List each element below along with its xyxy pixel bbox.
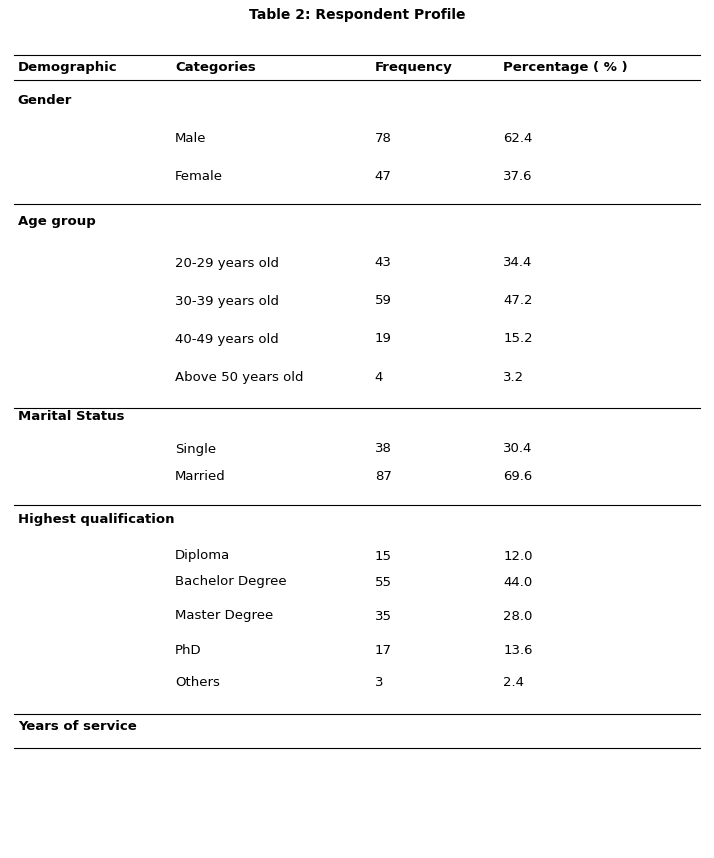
Text: 43: 43 <box>375 257 392 269</box>
Text: Others: Others <box>175 675 220 688</box>
Text: 87: 87 <box>375 470 392 484</box>
Text: 28.0: 28.0 <box>503 609 533 623</box>
Text: Diploma: Diploma <box>175 549 230 563</box>
Text: 47.2: 47.2 <box>503 294 533 307</box>
Text: 19: 19 <box>375 333 392 346</box>
Text: PhD: PhD <box>175 644 201 656</box>
Text: 30.4: 30.4 <box>503 443 533 456</box>
Text: Male: Male <box>175 131 206 144</box>
Text: 35: 35 <box>375 609 392 623</box>
Text: 62.4: 62.4 <box>503 131 533 144</box>
Text: 30-39 years old: 30-39 years old <box>175 294 279 307</box>
Text: Bachelor Degree: Bachelor Degree <box>175 576 286 589</box>
Text: Above 50 years old: Above 50 years old <box>175 371 303 384</box>
Text: Master Degree: Master Degree <box>175 609 273 623</box>
Text: Gender: Gender <box>18 94 72 106</box>
Text: 4: 4 <box>375 371 383 384</box>
Text: 78: 78 <box>375 131 392 144</box>
Text: 15: 15 <box>375 549 392 563</box>
Text: 13.6: 13.6 <box>503 644 533 656</box>
Text: 44.0: 44.0 <box>503 576 533 589</box>
Text: Female: Female <box>175 170 223 183</box>
Text: Demographic: Demographic <box>18 61 118 74</box>
Text: 40-49 years old: 40-49 years old <box>175 333 278 346</box>
Text: Married: Married <box>175 470 226 484</box>
Text: 69.6: 69.6 <box>503 470 533 484</box>
Text: 3.2: 3.2 <box>503 371 525 384</box>
Text: 15.2: 15.2 <box>503 333 533 346</box>
Text: 59: 59 <box>375 294 392 307</box>
Text: Table 2: Respondent Profile: Table 2: Respondent Profile <box>248 8 466 22</box>
Text: 37.6: 37.6 <box>503 170 533 183</box>
Text: Years of service: Years of service <box>18 720 136 733</box>
Text: Categories: Categories <box>175 61 256 74</box>
Text: 38: 38 <box>375 443 392 456</box>
Text: Highest qualification: Highest qualification <box>18 513 174 527</box>
Text: Age group: Age group <box>18 215 96 228</box>
Text: 17: 17 <box>375 644 392 656</box>
Text: Frequency: Frequency <box>375 61 453 74</box>
Text: 12.0: 12.0 <box>503 549 533 563</box>
Text: 3: 3 <box>375 675 383 688</box>
Text: Marital Status: Marital Status <box>18 409 124 422</box>
Text: 47: 47 <box>375 170 392 183</box>
Text: 20-29 years old: 20-29 years old <box>175 257 279 269</box>
Text: 2.4: 2.4 <box>503 675 524 688</box>
Text: 34.4: 34.4 <box>503 257 533 269</box>
Text: 55: 55 <box>375 576 392 589</box>
Text: Single: Single <box>175 443 216 456</box>
Text: Percentage ( % ): Percentage ( % ) <box>503 61 628 74</box>
